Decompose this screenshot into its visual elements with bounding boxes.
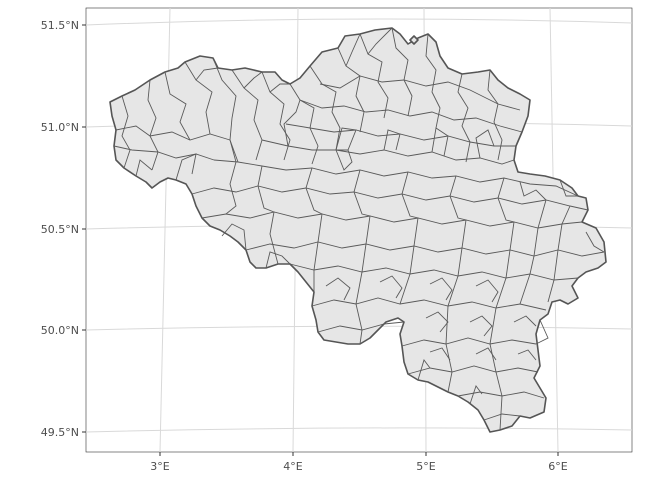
y-tick-label: 50.0°N (41, 324, 79, 337)
belgium-outline (109, 27, 607, 433)
municipal-boundaries (113, 27, 605, 431)
x-tick-label: 3°E (150, 460, 169, 473)
y-axis-labels: 51.5°N 51.0°N 50.5°N 50.0°N 49.5°N (41, 19, 79, 439)
y-tick-label: 51.5°N (41, 19, 79, 32)
gridline-lat-49-5 (85, 427, 633, 433)
baarle-enclave (409, 35, 419, 45)
y-tick-label: 51.0°N (41, 121, 79, 134)
x-tick-label: 5°E (416, 460, 435, 473)
gridline-lat-51-5 (85, 18, 633, 26)
y-tick-label: 49.5°N (41, 426, 79, 439)
y-axis-ticks (82, 24, 86, 433)
x-tick-label: 6°E (548, 460, 567, 473)
x-axis-ticks (159, 452, 559, 456)
y-tick-label: 50.5°N (41, 223, 79, 236)
x-tick-label: 4°E (283, 460, 302, 473)
x-axis-labels: 3°E 4°E 5°E 6°E (150, 460, 567, 473)
belgium-map (109, 27, 607, 433)
